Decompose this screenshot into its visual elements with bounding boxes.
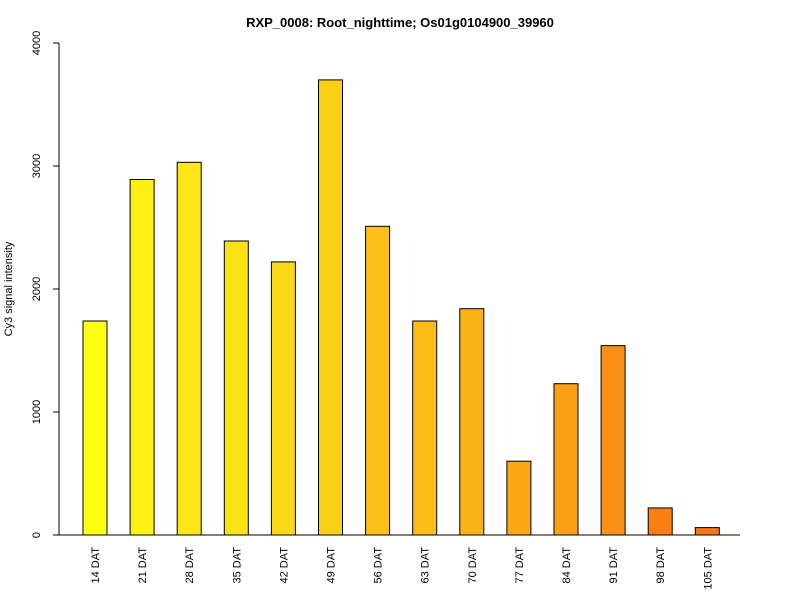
x-tick-label: 14 DAT bbox=[90, 547, 102, 584]
x-tick-label: 49 DAT bbox=[326, 547, 338, 584]
bar-63-dat bbox=[412, 320, 438, 536]
bars-group bbox=[82, 79, 720, 536]
y-axis-label: Cy3 signal intensity bbox=[3, 241, 15, 336]
y-tick-label: 4000 bbox=[31, 31, 43, 55]
x-tick-label: 35 DAT bbox=[231, 547, 243, 584]
bar-21-dat bbox=[129, 179, 155, 536]
bar-35-dat bbox=[223, 240, 249, 536]
bar-91-dat bbox=[600, 345, 626, 536]
x-tick-label: 63 DAT bbox=[420, 547, 432, 584]
bar-98-dat bbox=[647, 507, 673, 536]
y-axis: 0 1000 2000 3000 4000 bbox=[31, 31, 60, 538]
x-tick-label: 91 DAT bbox=[608, 547, 620, 584]
y-tick-label: 1000 bbox=[31, 400, 43, 424]
x-tick-label: 98 DAT bbox=[655, 547, 667, 584]
x-tick-label: 105 DAT bbox=[702, 547, 714, 590]
x-tick-label: 56 DAT bbox=[373, 547, 385, 584]
bar-84-dat bbox=[553, 383, 579, 536]
chart-title: RXP_0008: Root_nighttime; Os01g0104900_3… bbox=[246, 15, 554, 30]
bar-28-dat bbox=[176, 161, 202, 536]
x-tick-label: 77 DAT bbox=[514, 547, 526, 584]
bar-70-dat bbox=[459, 308, 485, 536]
bar-77-dat bbox=[506, 460, 532, 536]
bar-49-dat bbox=[318, 79, 343, 536]
x-axis: 14 DAT 21 DAT 28 DAT 35 DAT 42 DAT 49 DAT 56 D… bbox=[59, 534, 740, 590]
bar-56-dat bbox=[365, 225, 391, 536]
x-tick-label: 84 DAT bbox=[561, 547, 573, 584]
bar-42-dat bbox=[270, 261, 296, 536]
y-tick-label: 3000 bbox=[31, 154, 43, 178]
bar-105-dat bbox=[694, 527, 720, 536]
y-tick-label: 0 bbox=[31, 532, 43, 538]
x-tick-label: 42 DAT bbox=[278, 547, 290, 584]
x-tick-label: 70 DAT bbox=[467, 547, 479, 584]
x-tick-label: 21 DAT bbox=[137, 547, 149, 584]
y-tick-label: 2000 bbox=[31, 277, 43, 301]
bar-14-dat bbox=[82, 320, 108, 536]
x-tick-label: 28 DAT bbox=[184, 547, 196, 584]
